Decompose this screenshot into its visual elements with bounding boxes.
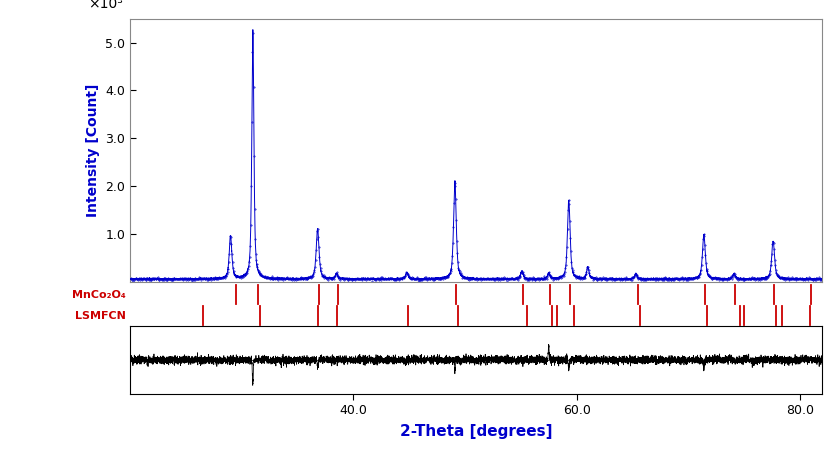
X-axis label: 2-Theta [degrees]: 2-Theta [degrees] (400, 424, 552, 439)
Y-axis label: Intensity [Count]: Intensity [Count] (86, 83, 100, 217)
Text: LSMFCN: LSMFCN (75, 311, 126, 321)
Text: MnCo₂O₄: MnCo₂O₄ (72, 289, 126, 300)
Text: ×10³: ×10³ (88, 0, 123, 11)
